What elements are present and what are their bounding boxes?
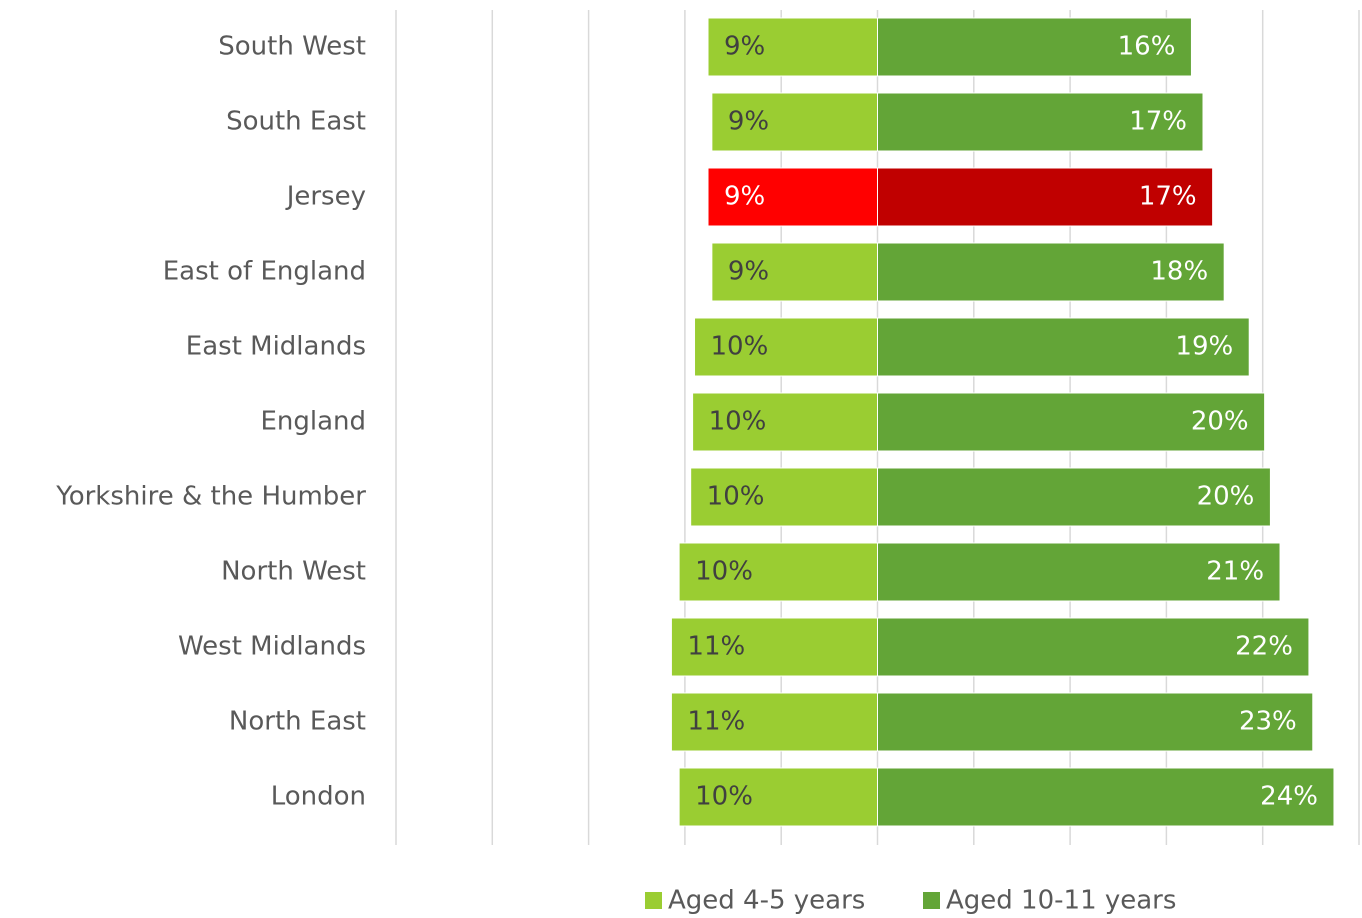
bar: [670, 617, 879, 677]
bar: [877, 692, 1314, 752]
bar: [877, 467, 1271, 527]
category-label: North West: [221, 557, 366, 587]
category-label: East of England: [163, 257, 366, 287]
category-label: England: [260, 407, 366, 437]
legend-label: Aged 10-11 years: [946, 886, 1176, 916]
bar: [877, 617, 1310, 677]
category-label: North East: [229, 707, 366, 737]
legend-swatch: [923, 892, 940, 909]
data-label: 10%: [695, 782, 753, 812]
data-label: 17%: [1129, 107, 1187, 137]
data-label: 18%: [1150, 257, 1208, 287]
data-label: 11%: [687, 707, 745, 737]
bar: [694, 317, 879, 377]
bar: [707, 17, 879, 77]
bar: [711, 242, 879, 302]
data-label: 10%: [695, 557, 753, 587]
legend-label: Aged 4-5 years: [668, 886, 865, 916]
data-label: 24%: [1260, 782, 1318, 812]
category-label: South West: [218, 32, 366, 62]
category-label: East Midlands: [186, 332, 366, 362]
bar: [690, 467, 878, 527]
category-label: Yorkshire & the Humber: [55, 482, 366, 512]
bar: [877, 767, 1335, 827]
data-label: 17%: [1139, 182, 1197, 212]
bar: [877, 542, 1281, 602]
legend-swatch: [645, 892, 662, 909]
category-label: South East: [226, 107, 366, 137]
data-label: 23%: [1239, 707, 1297, 737]
bar: [692, 392, 878, 452]
data-label: 11%: [687, 632, 745, 662]
data-label: 9%: [724, 182, 765, 212]
bar: [711, 92, 879, 152]
data-label: 20%: [1191, 407, 1249, 437]
category-label: London: [271, 782, 366, 812]
bar: [707, 167, 879, 227]
bar: [678, 542, 879, 602]
bar: [877, 167, 1214, 227]
bar: [877, 17, 1192, 77]
data-label: 9%: [728, 257, 769, 287]
data-label: 21%: [1206, 557, 1264, 587]
bar: [678, 767, 879, 827]
category-label: Jersey: [285, 182, 366, 212]
data-label: 10%: [709, 407, 767, 437]
bar: [877, 392, 1266, 452]
data-label: 10%: [707, 482, 765, 512]
data-label: 16%: [1118, 32, 1176, 62]
bar: [877, 242, 1225, 302]
data-label: 20%: [1197, 482, 1255, 512]
category-label: West Midlands: [178, 632, 366, 662]
data-label: 9%: [728, 107, 769, 137]
bar: [877, 317, 1250, 377]
data-label: 10%: [711, 332, 769, 362]
bar: [877, 92, 1204, 152]
data-label: 22%: [1235, 632, 1293, 662]
bar: [670, 692, 879, 752]
data-label: 19%: [1175, 332, 1233, 362]
data-label: 9%: [724, 32, 765, 62]
